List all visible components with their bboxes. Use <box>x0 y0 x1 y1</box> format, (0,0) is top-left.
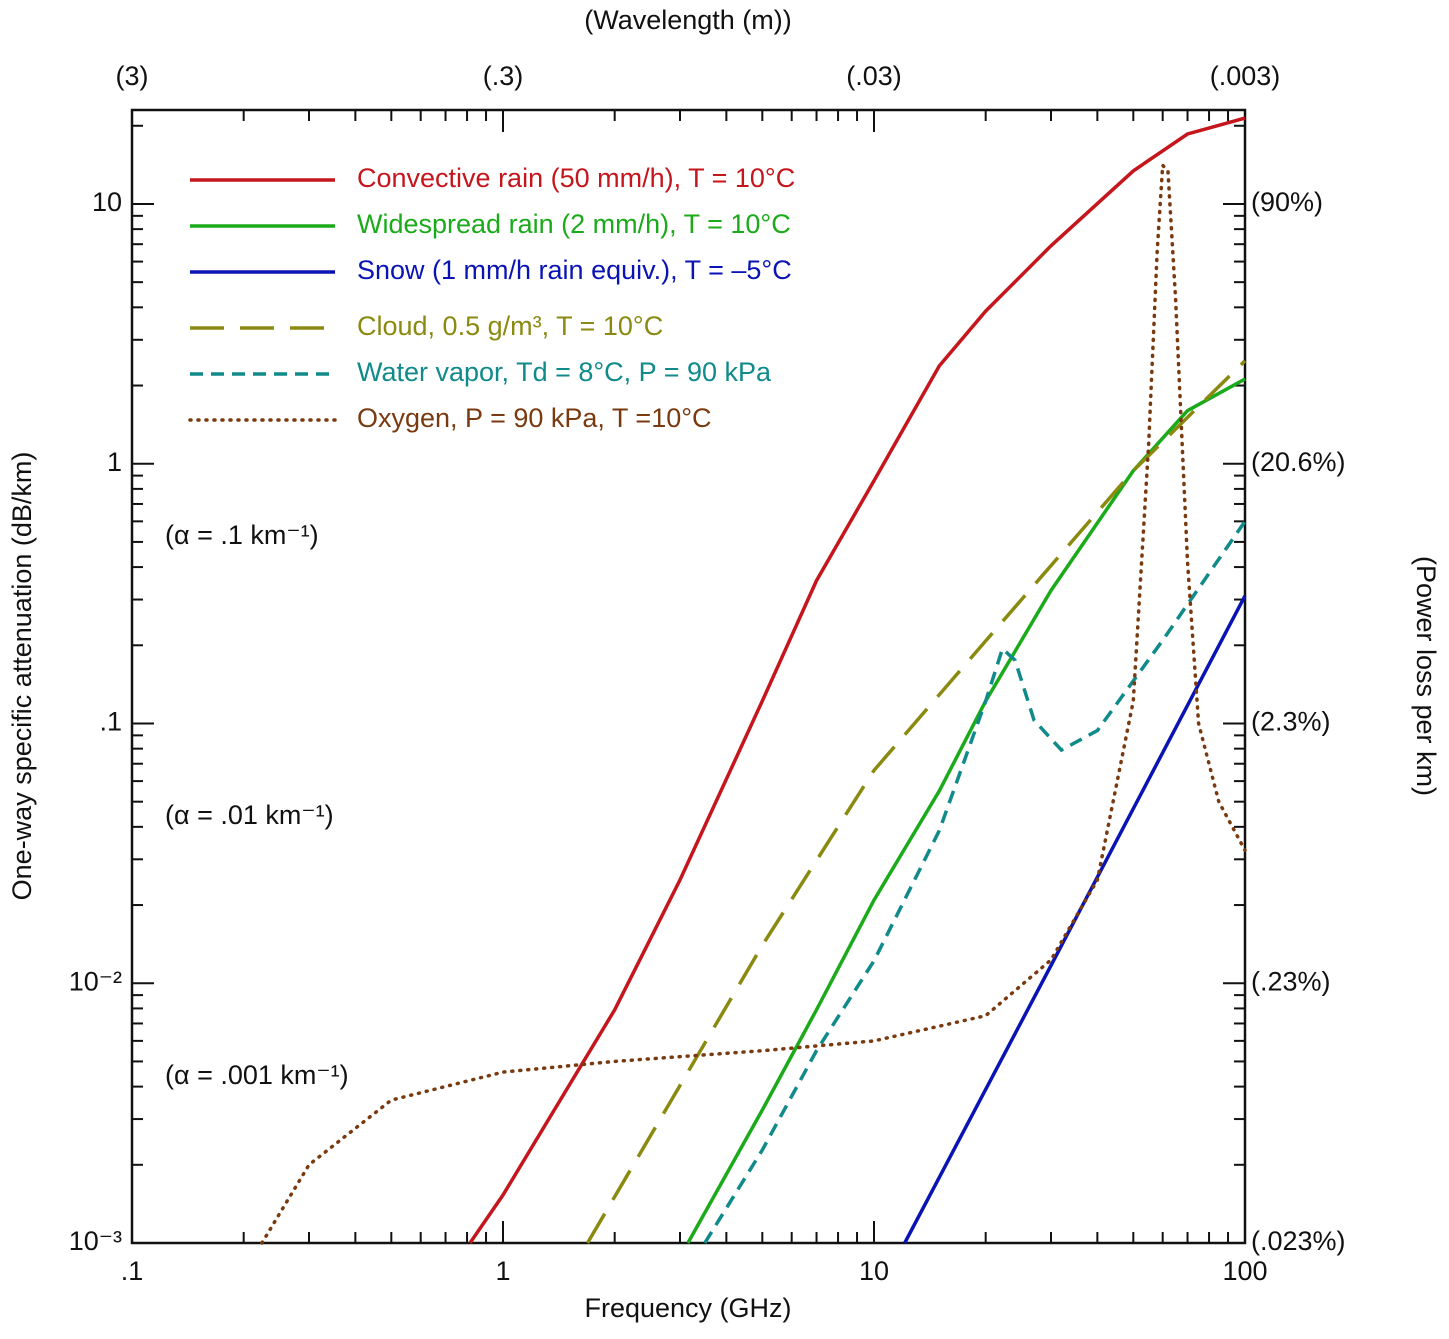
y2-tick-label: (2.3%) <box>1251 707 1331 737</box>
legend-label: Cloud, 0.5 g/m³, T = 10°C <box>357 311 663 341</box>
y2-tick-label: (90%) <box>1251 187 1323 217</box>
x2-tick-label: (.03) <box>846 61 902 91</box>
y2-axis-label: (Power loss per km) <box>1411 556 1441 796</box>
x2-tick-label: (.003) <box>1210 61 1281 91</box>
legend-label: Convective rain (50 mm/h), T = 10°C <box>357 163 795 193</box>
y-axis-label: One-way specific attenuation (dB/km) <box>7 452 37 901</box>
y-tick-label: 10⁻³ <box>69 1226 122 1256</box>
series-line <box>703 520 1247 1244</box>
y-tick-label: .1 <box>99 707 122 737</box>
annotation: (α = .1 km⁻¹) <box>165 520 319 550</box>
legend-label: Snow (1 mm/h rain equiv.), T = –5°C <box>357 255 792 285</box>
x2-tick-label: (3) <box>116 61 149 91</box>
y-tick-label: 10⁻² <box>69 966 122 996</box>
x2-tick-label: (.3) <box>483 61 524 91</box>
series-line <box>585 359 1247 1244</box>
y-tick-label: 1 <box>107 447 122 477</box>
series-line <box>686 377 1246 1244</box>
series-line <box>903 594 1247 1244</box>
x-tick-label: 1 <box>495 1256 510 1286</box>
x2-axis-label: (Wavelength (m)) <box>584 5 792 35</box>
x-tick-label: 10 <box>859 1256 889 1286</box>
series-line <box>468 116 1246 1244</box>
legend-label: Widespread rain (2 mm/h), T = 10°C <box>357 209 791 239</box>
annotation: (α = .001 km⁻¹) <box>165 1060 349 1090</box>
y2-tick-label: (20.6%) <box>1251 447 1346 477</box>
y2-tick-label: (.023%) <box>1251 1226 1346 1256</box>
legend-label: Oxygen, P = 90 kPa, T =10°C <box>357 403 712 433</box>
x-axis-label: Frequency (GHz) <box>584 1293 791 1323</box>
y-tick-label: 10 <box>92 187 122 217</box>
series-line <box>260 160 1247 1245</box>
x-tick-label: .1 <box>121 1256 144 1286</box>
x-tick-label: 100 <box>1222 1256 1267 1286</box>
y2-tick-label: (.23%) <box>1251 966 1331 996</box>
annotation: (α = .01 km⁻¹) <box>165 800 334 830</box>
legend-label: Water vapor, Td = 8°C, P = 90 kPa <box>357 357 772 387</box>
